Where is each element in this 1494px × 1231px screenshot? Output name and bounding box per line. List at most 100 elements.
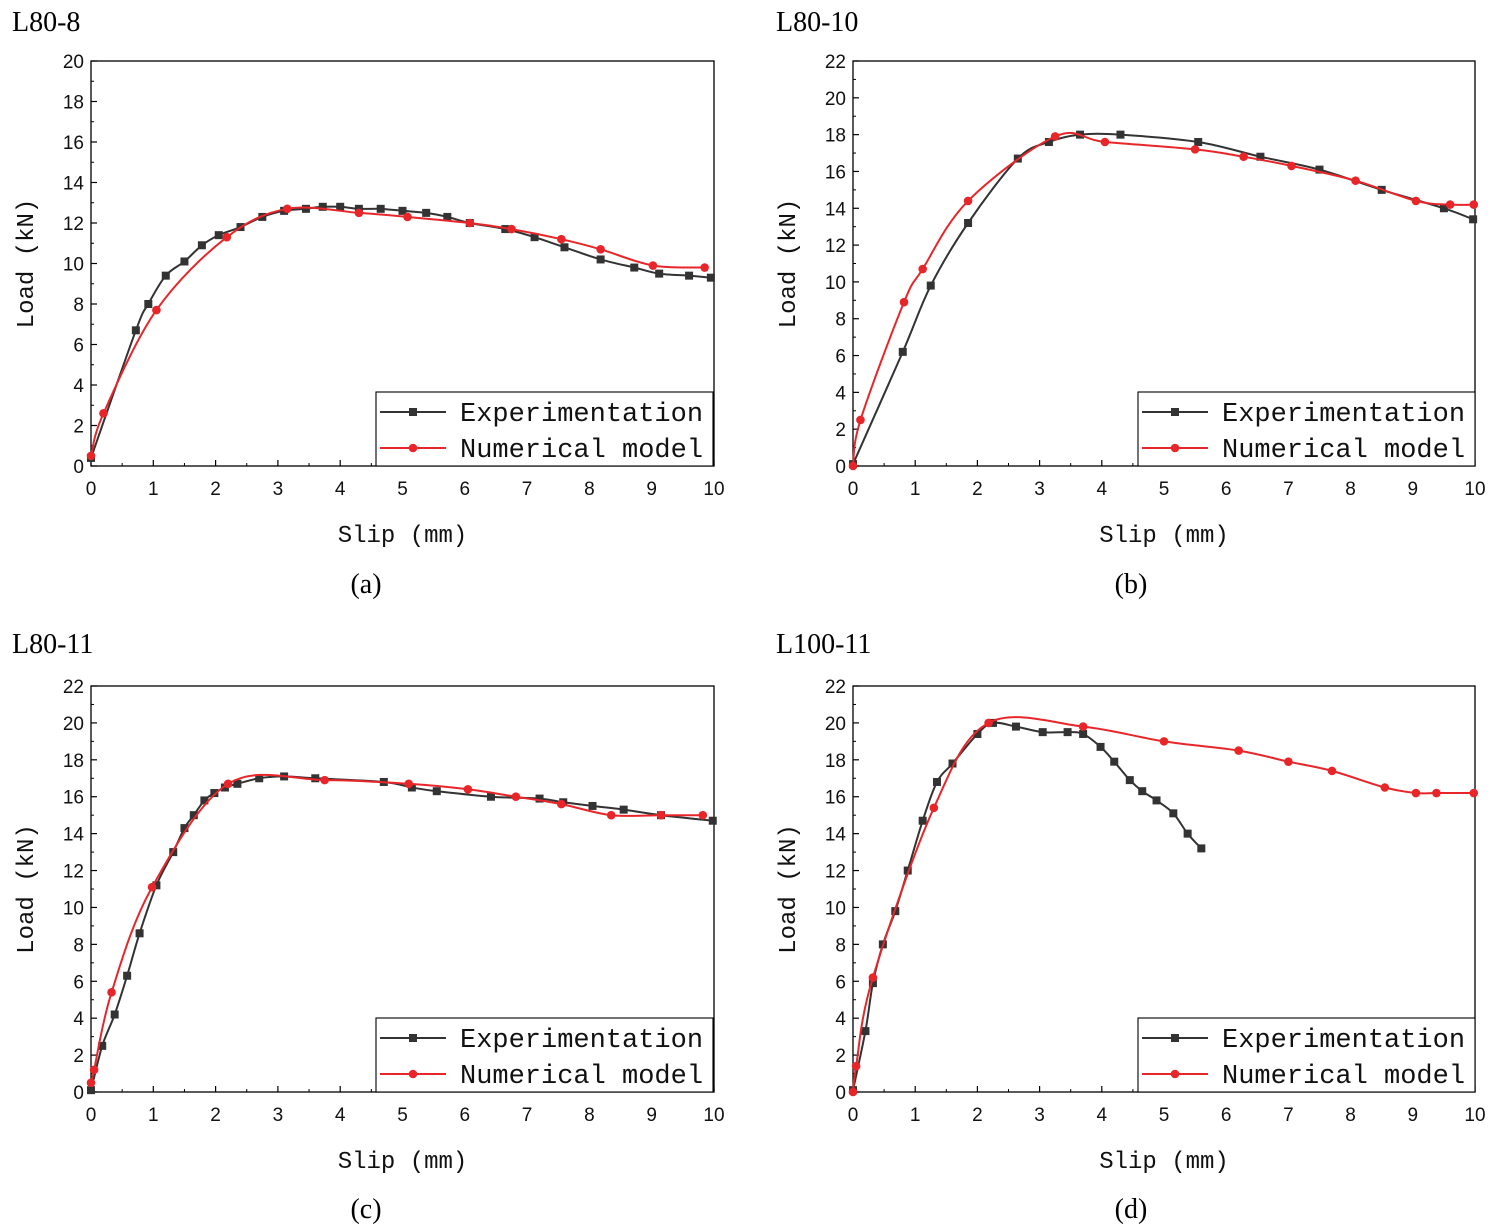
data-point-circle bbox=[929, 803, 939, 813]
x-tick-label: 3 bbox=[1034, 1105, 1045, 1126]
data-point-square bbox=[964, 219, 973, 227]
x-tick-label: 5 bbox=[397, 1105, 408, 1126]
legend: Experimentation Numerical model bbox=[1137, 1017, 1476, 1093]
data-point-square bbox=[144, 300, 153, 308]
x-tick-label: 1 bbox=[148, 479, 159, 500]
data-point-square bbox=[1116, 130, 1125, 139]
x-tick-label: 3 bbox=[273, 1105, 284, 1126]
data-point-square bbox=[596, 255, 605, 264]
data-point-circle bbox=[1469, 200, 1479, 209]
data-point-circle bbox=[89, 1065, 99, 1075]
y-tick-label: 12 bbox=[63, 214, 84, 235]
data-point-square bbox=[1183, 829, 1192, 838]
data-point-square bbox=[655, 269, 664, 278]
legend-box bbox=[1137, 391, 1476, 467]
data-point-square bbox=[422, 208, 431, 217]
data-point-circle bbox=[354, 208, 364, 218]
y-axis-label: Load (kN) bbox=[14, 199, 41, 329]
y-tick-label: 22 bbox=[825, 52, 846, 73]
y-tick-label: 4 bbox=[835, 1009, 846, 1030]
x-axis-label: Slip (mm) bbox=[338, 523, 468, 550]
data-point-square bbox=[135, 929, 144, 938]
data-point-circle bbox=[698, 810, 708, 820]
data-point-square bbox=[1315, 165, 1324, 174]
y-tick-label: 10 bbox=[63, 898, 84, 919]
y-tick-label: 8 bbox=[73, 295, 84, 316]
data-point-circle bbox=[984, 718, 993, 728]
data-point-square bbox=[868, 979, 877, 988]
data-point-circle bbox=[557, 234, 566, 244]
data-point-circle bbox=[848, 1087, 858, 1097]
data-point-square bbox=[903, 866, 912, 875]
x-tick-label: 10 bbox=[703, 479, 724, 500]
legend-marker-circle bbox=[1170, 443, 1180, 453]
data-point-circle bbox=[320, 775, 329, 785]
y-tick-label: 14 bbox=[825, 825, 847, 846]
x-tick-label: 6 bbox=[460, 1105, 471, 1126]
y-tick-label: 2 bbox=[73, 417, 84, 438]
y-tick-label: 18 bbox=[63, 751, 84, 772]
data-point-square bbox=[301, 204, 310, 213]
data-point-circle bbox=[1411, 196, 1421, 206]
x-tick-label: 0 bbox=[848, 1105, 859, 1126]
data-point-circle bbox=[918, 264, 927, 274]
y-tick-label: 4 bbox=[835, 383, 846, 404]
series-line bbox=[852, 716, 1474, 1093]
legend-box bbox=[1137, 1017, 1476, 1093]
data-point-circle bbox=[465, 218, 475, 228]
data-point-square bbox=[926, 281, 935, 290]
data-point-square bbox=[988, 718, 997, 727]
data-point-square bbox=[336, 202, 345, 211]
x-tick-label: 6 bbox=[1221, 1105, 1232, 1126]
data-point-circle bbox=[463, 785, 473, 794]
x-axis-label: Slip (mm) bbox=[338, 1149, 468, 1176]
data-point-square bbox=[1110, 757, 1119, 766]
data-point-square bbox=[189, 811, 198, 820]
data-point-circle bbox=[223, 779, 233, 789]
x-tick-label: 1 bbox=[910, 479, 921, 500]
legend: Experimentation Numerical model bbox=[1137, 391, 1476, 467]
x-tick-label: 6 bbox=[1221, 479, 1232, 500]
x-tick-label: 10 bbox=[703, 1105, 724, 1126]
data-point-circle bbox=[507, 224, 516, 234]
data-point-circle bbox=[1050, 132, 1060, 141]
data-point-square bbox=[619, 805, 628, 814]
x-tick-label: 3 bbox=[1034, 479, 1045, 500]
y-tick-label: 20 bbox=[825, 89, 846, 110]
data-point-square bbox=[200, 796, 209, 805]
data-point-square bbox=[1011, 722, 1020, 731]
data-point-circle bbox=[1287, 161, 1296, 171]
data-point-square bbox=[948, 759, 957, 768]
y-tick-label: 16 bbox=[63, 133, 84, 154]
y-tick-label: 6 bbox=[835, 347, 846, 368]
y-tick-label: 12 bbox=[63, 862, 84, 883]
data-point-square bbox=[1096, 742, 1105, 751]
data-point-square bbox=[1063, 728, 1072, 737]
data-point-square bbox=[1079, 729, 1088, 738]
data-point-circle bbox=[107, 988, 116, 997]
data-point-circle bbox=[1078, 722, 1088, 731]
y-tick-label: 16 bbox=[63, 788, 84, 809]
y-tick-label: 0 bbox=[73, 457, 84, 478]
data-point-square bbox=[161, 271, 170, 280]
data-point-square bbox=[233, 779, 242, 788]
y-tick-label: 18 bbox=[825, 126, 846, 147]
data-point-circle bbox=[1100, 137, 1110, 147]
x-tick-label: 9 bbox=[646, 1105, 657, 1126]
data-point-circle bbox=[1327, 766, 1337, 776]
series-numerical-model bbox=[848, 716, 1479, 1097]
data-point-square bbox=[861, 1027, 870, 1036]
series-numerical-model bbox=[86, 204, 709, 461]
x-tick-label: 4 bbox=[335, 479, 346, 500]
data-point-circle bbox=[856, 415, 865, 425]
data-point-square bbox=[180, 257, 189, 266]
legend-marker-square bbox=[1171, 408, 1179, 416]
y-tick-label: 10 bbox=[63, 255, 84, 276]
y-tick-label: 12 bbox=[825, 236, 846, 257]
x-tick-label: 6 bbox=[460, 479, 471, 500]
data-point-square bbox=[918, 816, 927, 825]
legend-box bbox=[375, 391, 714, 467]
data-point-circle bbox=[848, 461, 858, 471]
